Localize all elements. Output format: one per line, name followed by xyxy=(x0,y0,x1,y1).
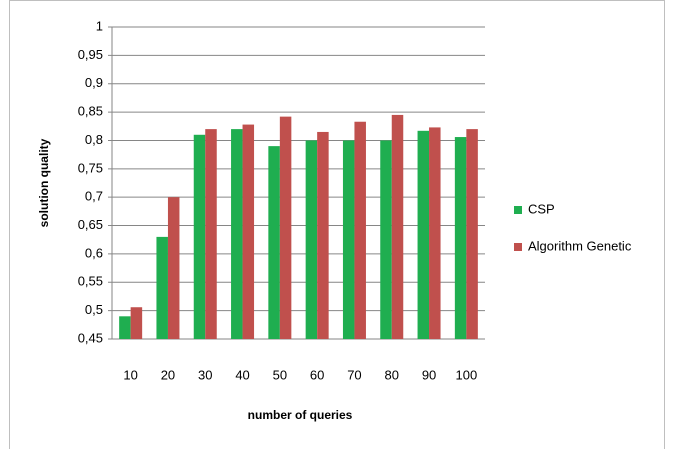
y-tick-label: 0,45 xyxy=(78,330,103,345)
x-tick-label: 50 xyxy=(273,367,287,382)
bar xyxy=(156,236,168,339)
y-tick-label: 1 xyxy=(96,18,103,33)
y-tick-label: 0,9 xyxy=(85,75,103,90)
x-tick-label: 80 xyxy=(385,367,399,382)
bar xyxy=(205,129,217,339)
bar xyxy=(167,197,180,339)
bar xyxy=(429,127,441,339)
x-tick-label: 40 xyxy=(235,367,249,382)
bar xyxy=(231,129,243,339)
x-tick-label: 90 xyxy=(422,367,436,382)
bar xyxy=(466,129,478,339)
bar xyxy=(305,140,318,339)
bar xyxy=(317,131,329,339)
bar xyxy=(119,316,131,339)
x-tick-label: 60 xyxy=(310,367,324,382)
bar xyxy=(417,130,430,339)
x-tick-label: 20 xyxy=(161,367,175,382)
x-tick-label: 100 xyxy=(455,367,477,382)
y-tick-label: 0,5 xyxy=(85,302,103,317)
bar xyxy=(354,121,366,339)
bar xyxy=(130,307,143,339)
bar xyxy=(454,137,467,339)
y-tick-label: 0,65 xyxy=(78,217,103,232)
x-axis-label: number of queries xyxy=(248,408,353,422)
y-tick-label: 0,7 xyxy=(85,189,103,204)
bar xyxy=(342,140,355,339)
bar xyxy=(391,114,404,339)
y-tick-label: 0,75 xyxy=(78,160,103,175)
bar xyxy=(193,134,206,339)
y-tick-label: 0,8 xyxy=(85,132,103,147)
x-tick-label: 10 xyxy=(123,367,137,382)
y-tick-label: 0,85 xyxy=(78,104,103,119)
bar xyxy=(242,124,255,339)
legend-label: Algorithm Genetic xyxy=(528,238,632,253)
bar xyxy=(279,116,292,339)
y-tick-label: 0,95 xyxy=(78,47,103,62)
y-tick-label: 0,55 xyxy=(78,274,103,289)
legend-swatch xyxy=(514,206,522,214)
bar xyxy=(268,146,280,339)
x-tick-label: 70 xyxy=(347,367,361,382)
y-tick-label: 0,6 xyxy=(85,245,103,260)
legend-label: CSP xyxy=(528,201,555,216)
y-axis-label: solution quality xyxy=(37,138,51,227)
legend-swatch xyxy=(514,243,522,251)
bar xyxy=(380,140,392,339)
x-tick-label: 30 xyxy=(198,367,212,382)
chart-border xyxy=(9,0,665,454)
